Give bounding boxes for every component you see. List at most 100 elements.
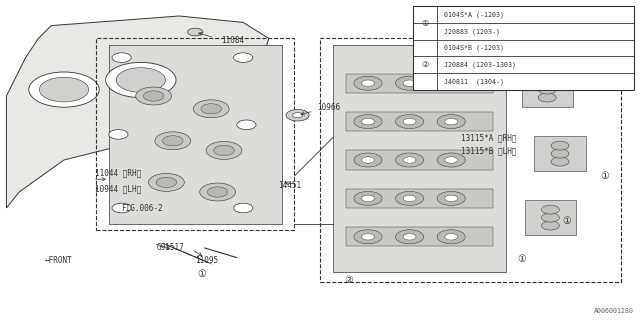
Circle shape [237, 120, 256, 130]
Text: 10944 〈LH〉: 10944 〈LH〉 [95, 184, 141, 193]
Circle shape [445, 234, 458, 240]
Text: J20883 (1203-): J20883 (1203-) [444, 28, 500, 35]
Circle shape [437, 115, 465, 129]
Polygon shape [333, 45, 506, 272]
Text: J20884 (1203-1303): J20884 (1203-1303) [444, 61, 516, 68]
Circle shape [445, 118, 458, 125]
Polygon shape [346, 189, 493, 208]
Text: 10966: 10966 [317, 103, 340, 112]
Text: ②: ② [344, 275, 353, 285]
Polygon shape [346, 227, 493, 246]
Circle shape [143, 91, 164, 101]
Circle shape [234, 203, 253, 213]
Text: ①: ① [197, 268, 206, 279]
Polygon shape [346, 150, 493, 170]
Text: ②: ② [421, 60, 429, 69]
Circle shape [396, 230, 424, 244]
Circle shape [538, 85, 556, 94]
Circle shape [106, 62, 176, 98]
Circle shape [551, 141, 569, 150]
Circle shape [286, 109, 309, 121]
Circle shape [354, 153, 382, 167]
Circle shape [148, 173, 184, 191]
Circle shape [234, 53, 253, 62]
Text: ①: ① [517, 254, 526, 264]
Circle shape [116, 68, 165, 92]
Circle shape [354, 115, 382, 129]
Circle shape [396, 76, 424, 90]
FancyBboxPatch shape [413, 6, 634, 90]
Text: ①: ① [562, 216, 571, 226]
Circle shape [551, 157, 569, 166]
Circle shape [40, 77, 88, 102]
Polygon shape [525, 200, 576, 235]
Circle shape [155, 132, 191, 150]
Text: 14451: 14451 [278, 181, 301, 190]
Circle shape [403, 157, 416, 163]
Circle shape [112, 53, 131, 62]
Circle shape [437, 230, 465, 244]
Circle shape [109, 130, 128, 139]
Circle shape [541, 221, 559, 230]
Circle shape [538, 93, 556, 102]
Circle shape [362, 195, 374, 202]
Text: 0104S*A (-1203): 0104S*A (-1203) [444, 12, 504, 18]
Circle shape [445, 80, 458, 86]
Text: 11095: 11095 [195, 256, 218, 265]
Circle shape [437, 191, 465, 205]
Text: 11044 〈RH〉: 11044 〈RH〉 [95, 168, 141, 177]
Circle shape [538, 77, 556, 86]
Circle shape [396, 191, 424, 205]
Circle shape [156, 177, 177, 188]
Circle shape [541, 205, 559, 214]
Circle shape [403, 80, 416, 86]
Circle shape [403, 118, 416, 125]
Text: 0104S*B (-1203): 0104S*B (-1203) [444, 45, 504, 51]
Circle shape [445, 157, 458, 163]
Circle shape [362, 80, 374, 86]
Polygon shape [6, 16, 269, 208]
Text: G91517: G91517 [157, 244, 184, 252]
Circle shape [201, 104, 221, 114]
Circle shape [551, 149, 569, 158]
Circle shape [214, 145, 234, 156]
Polygon shape [109, 45, 282, 224]
Text: ←FRONT: ←FRONT [45, 256, 72, 265]
Circle shape [445, 195, 458, 202]
Circle shape [437, 153, 465, 167]
Polygon shape [522, 72, 573, 107]
Text: 13115*B 〈LH〉: 13115*B 〈LH〉 [461, 146, 516, 155]
Text: J40811  (1304-): J40811 (1304-) [444, 78, 504, 84]
Circle shape [188, 28, 203, 36]
Circle shape [200, 183, 236, 201]
Circle shape [207, 187, 228, 197]
Circle shape [136, 87, 172, 105]
Circle shape [396, 115, 424, 129]
Polygon shape [346, 112, 493, 131]
Circle shape [396, 153, 424, 167]
Text: 11084: 11084 [221, 36, 244, 44]
Polygon shape [534, 136, 586, 171]
Circle shape [362, 157, 374, 163]
Text: FIG.006-2: FIG.006-2 [122, 204, 163, 212]
Circle shape [29, 72, 99, 107]
Circle shape [206, 141, 242, 159]
Circle shape [354, 230, 382, 244]
Circle shape [541, 213, 559, 222]
Circle shape [403, 195, 416, 202]
Circle shape [354, 191, 382, 205]
Circle shape [362, 118, 374, 125]
Text: A006001280: A006001280 [594, 308, 634, 314]
Circle shape [403, 234, 416, 240]
Circle shape [163, 136, 183, 146]
Circle shape [292, 113, 303, 118]
Circle shape [193, 100, 229, 118]
Circle shape [354, 76, 382, 90]
Text: ①: ① [600, 171, 609, 181]
Polygon shape [346, 74, 493, 93]
Text: ①: ① [421, 19, 429, 28]
Circle shape [437, 76, 465, 90]
Text: 13115*A 〈RH〉: 13115*A 〈RH〉 [461, 133, 516, 142]
Circle shape [112, 203, 131, 213]
Circle shape [362, 234, 374, 240]
